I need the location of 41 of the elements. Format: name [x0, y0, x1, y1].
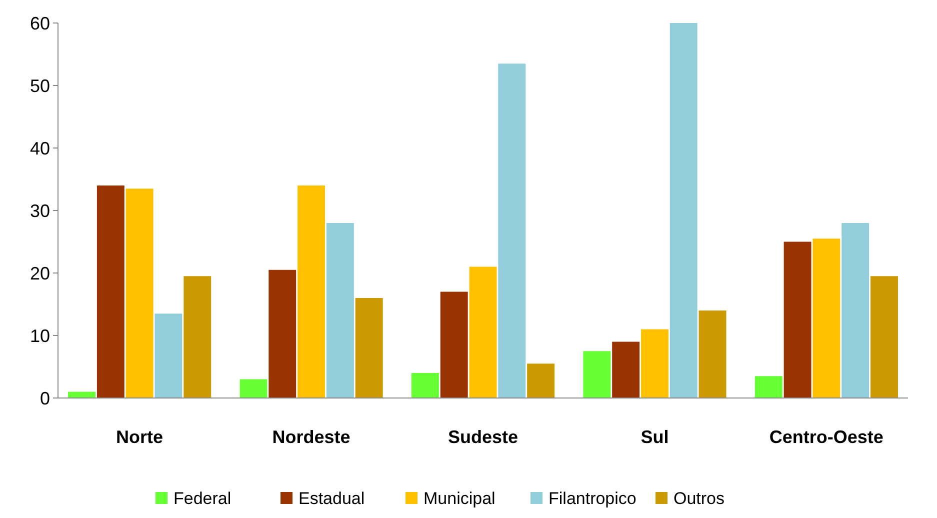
- y-tick-label: 0: [40, 388, 50, 408]
- bar: [583, 351, 611, 398]
- bar: [298, 186, 326, 398]
- y-tick-label: 10: [30, 326, 50, 346]
- bar: [842, 223, 870, 398]
- y-tick-label: 50: [30, 76, 50, 96]
- bar: [326, 223, 354, 398]
- legend-label: Estadual: [298, 488, 365, 508]
- bar: [870, 276, 898, 398]
- bar: [184, 276, 212, 398]
- bar: [268, 270, 296, 398]
- y-tick-label: 40: [30, 138, 50, 158]
- bar: [154, 314, 182, 398]
- bar: [469, 266, 497, 398]
- legend-label: Filantropico: [548, 488, 636, 508]
- bar: [640, 329, 668, 398]
- y-tick-label: 60: [30, 13, 50, 34]
- bar: [812, 238, 840, 398]
- x-tick-label: Sul: [640, 427, 669, 447]
- bar: [355, 298, 383, 398]
- bar: [754, 376, 782, 398]
- bar: [670, 23, 698, 398]
- y-tick-label: 30: [30, 200, 50, 221]
- x-tick-label: Norte: [116, 427, 164, 447]
- x-tick-label: Sudeste: [448, 427, 518, 447]
- bar: [784, 242, 812, 398]
- bar: [126, 188, 154, 398]
- bar: [440, 292, 468, 398]
- bar: [411, 373, 439, 398]
- y-tick-label: 20: [30, 263, 50, 284]
- bar: [96, 186, 124, 398]
- x-tick-label: Nordeste: [272, 427, 350, 447]
- legend-label: Municipal: [424, 488, 496, 508]
- bar: [527, 364, 555, 398]
- bar: [698, 310, 726, 398]
- bar: [612, 342, 640, 398]
- legend-label: Federal: [174, 488, 232, 508]
- x-tick-label: Centro-Oeste: [769, 427, 884, 447]
- bar: [498, 64, 526, 398]
- legend-label: Outros: [674, 488, 725, 508]
- bar: [240, 379, 268, 398]
